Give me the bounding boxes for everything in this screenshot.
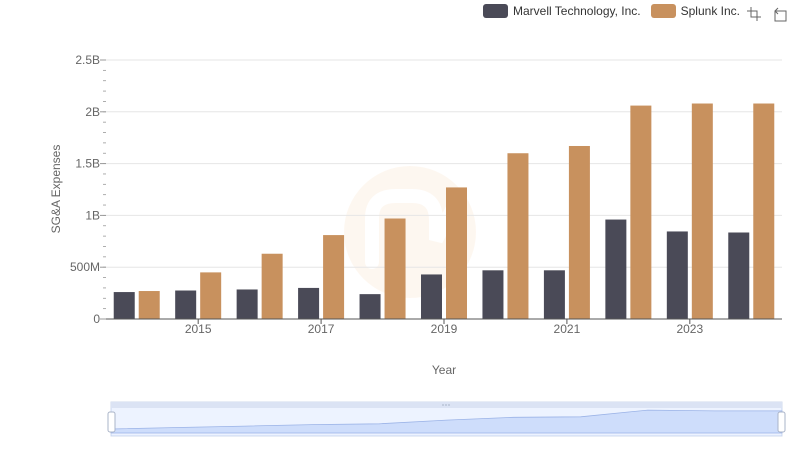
bar-splunk-2023[interactable] bbox=[691, 103, 713, 320]
y-axis: 0 500M 1B 1.5B 2B 2.5B bbox=[70, 53, 106, 326]
y-axis-label: SG&A Expenses bbox=[49, 145, 63, 234]
legend-item-splunk[interactable]: Splunk Inc. bbox=[650, 4, 740, 18]
bars bbox=[113, 103, 775, 320]
y-tick-label: 500M bbox=[70, 260, 100, 274]
bar-marvell-2018[interactable] bbox=[359, 294, 381, 319]
bar-splunk-2020[interactable] bbox=[507, 153, 529, 319]
legend-swatch-splunk bbox=[650, 4, 676, 18]
bar-marvell-2017[interactable] bbox=[298, 287, 320, 319]
slider-data-shadow bbox=[110, 409, 783, 434]
bar-marvell-2023[interactable] bbox=[666, 231, 688, 319]
x-tick-label: 2017 bbox=[308, 322, 335, 336]
bar-splunk-2016[interactable] bbox=[261, 253, 283, 319]
y-tick-label: 0 bbox=[93, 312, 100, 326]
bar-splunk-2018[interactable] bbox=[384, 218, 406, 319]
watermark-logo bbox=[344, 166, 476, 298]
slider-handle-left[interactable] bbox=[107, 411, 116, 433]
slider-selected-range bbox=[111, 408, 782, 436]
legend-swatch-marvell bbox=[483, 4, 508, 18]
x-tick-label: 2021 bbox=[554, 322, 581, 336]
bar-splunk-2022[interactable] bbox=[630, 105, 652, 319]
bar-splunk-2015[interactable] bbox=[200, 272, 222, 319]
legend-item-marvell[interactable]: Marvell Technology, Inc. bbox=[483, 4, 641, 18]
legend: Marvell Technology, Inc. Splunk Inc. bbox=[483, 4, 740, 18]
bar-marvell-2019[interactable] bbox=[421, 274, 442, 319]
legend-label-marvell: Marvell Technology, Inc. bbox=[513, 4, 641, 18]
bar-splunk-2021[interactable] bbox=[568, 145, 590, 319]
bar-splunk-2024[interactable] bbox=[753, 103, 775, 320]
legend-label-splunk: Splunk Inc. bbox=[680, 4, 740, 18]
bar-marvell-2021[interactable] bbox=[543, 270, 565, 319]
y-tick-label: 1.5B bbox=[75, 157, 100, 171]
toolbox bbox=[746, 6, 788, 22]
slider-grip-icon[interactable] bbox=[442, 404, 450, 406]
bar-marvell-2016[interactable] bbox=[236, 289, 258, 319]
bar-splunk-2014[interactable] bbox=[138, 291, 160, 319]
slider-handle-right[interactable] bbox=[777, 411, 786, 433]
bar-marvell-2015[interactable] bbox=[175, 290, 197, 319]
restore-icon[interactable] bbox=[772, 6, 788, 22]
x-tick-label: 2023 bbox=[676, 322, 703, 336]
bar-marvell-2024[interactable] bbox=[728, 232, 750, 319]
y-tick-label: 2B bbox=[85, 105, 100, 119]
zoom-select-icon[interactable] bbox=[746, 6, 762, 22]
x-tick-label: 2015 bbox=[185, 322, 212, 336]
bar-marvell-2014[interactable] bbox=[113, 292, 135, 319]
x-axis-label: Year bbox=[432, 363, 456, 377]
data-zoom-slider[interactable] bbox=[107, 401, 786, 437]
bar-marvell-2022[interactable] bbox=[605, 219, 627, 319]
y-tick-label: 2.5B bbox=[75, 53, 100, 67]
grid-lines bbox=[106, 59, 782, 268]
y-tick-label: 1B bbox=[85, 208, 100, 222]
bar-marvell-2020[interactable] bbox=[482, 270, 504, 319]
x-tick-label: 2019 bbox=[431, 322, 458, 336]
x-axis: 2015 2017 2019 2021 2023 bbox=[106, 318, 782, 336]
bar-splunk-2019[interactable] bbox=[446, 187, 467, 319]
bar-splunk-2017[interactable] bbox=[323, 235, 345, 319]
